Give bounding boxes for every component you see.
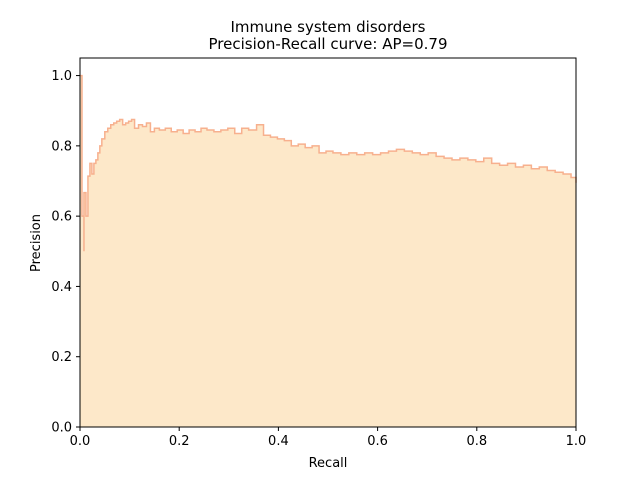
y-tick-label: 0.8 <box>51 139 72 154</box>
plot-frame <box>79 57 577 428</box>
chart-title: Immune system disorders <box>231 18 426 36</box>
x-tick-label: 0.4 <box>268 434 289 449</box>
chart-subtitle: Precision-Recall curve: AP=0.79 <box>209 35 448 53</box>
x-tick-label: 1.0 <box>566 434 587 449</box>
x-tick-label: 0.2 <box>169 434 190 449</box>
plot-area <box>80 74 577 427</box>
y-tick-label: 0.2 <box>51 350 72 365</box>
y-tick-label: 0.0 <box>51 421 72 436</box>
x-axis: 0.0 0.2 0.4 0.6 0.8 1.0 <box>70 427 587 449</box>
y-axis-label: Precision <box>29 214 44 272</box>
x-tick-label: 0.8 <box>466 434 487 449</box>
y-tick-label: 1.0 <box>51 69 72 84</box>
pr-curve-line <box>80 74 577 252</box>
y-tick-label: 0.6 <box>51 210 72 225</box>
x-axis-label: Recall <box>309 456 348 471</box>
y-axis: 0.0 0.2 0.4 0.6 0.8 1.0 <box>51 69 80 436</box>
x-tick-label: 0.0 <box>70 434 91 449</box>
y-tick-label: 0.4 <box>51 280 72 295</box>
x-tick-label: 0.6 <box>367 434 388 449</box>
pr-area-fill <box>80 75 576 427</box>
